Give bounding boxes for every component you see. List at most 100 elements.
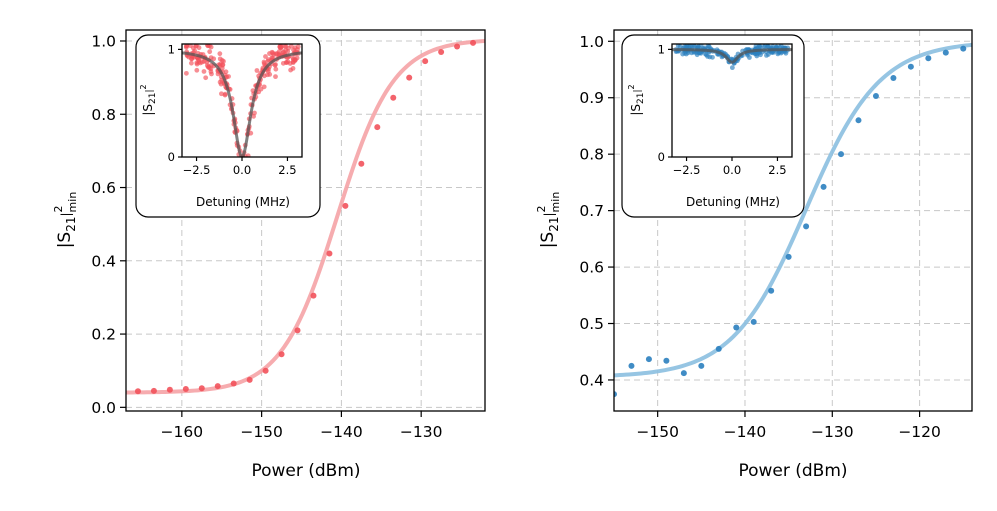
left-x-ticks: −160 −150 −140 −130 [161, 411, 442, 441]
left-inset-point [284, 60, 289, 65]
left-inset-x-ticks: −2.5 0.0 2.5 [183, 157, 297, 177]
left-x-tick-label: −150 [240, 423, 283, 441]
right-data-point [663, 357, 670, 364]
left-y-tick-label: 0.0 [91, 399, 116, 417]
right-inset-point [691, 44, 697, 49]
left-data-point [310, 292, 317, 299]
left-y-axis-title: |S21|2min [52, 192, 79, 249]
left-inset-point [194, 67, 200, 73]
left-inset-point [194, 61, 200, 67]
right-y-axis-title: |S21|2min [535, 192, 562, 249]
left-inset-y-ticks: 01 [168, 42, 182, 164]
left-inset-point [220, 62, 225, 68]
left-inset-point [208, 66, 214, 72]
right-inset-x-ticks: −2.5 0.0 2.5 [673, 157, 787, 177]
right-x-axis-title: Power (dBm) [738, 461, 847, 481]
left-panel: −160 −150 −140 −130 0.0 0.2 0.4 0.6 0.8 1.0 Powe… [52, 29, 486, 481]
right-inset-point [710, 54, 715, 60]
left-data-point [262, 367, 269, 374]
right-data-point [872, 93, 879, 100]
left-inset-point [273, 66, 279, 72]
right-inset-point [729, 65, 735, 71]
left-inset-point [188, 60, 194, 66]
right-data-point [803, 223, 810, 230]
left-inset-point [288, 44, 294, 49]
right-fit-line [614, 42, 972, 378]
right-inset-x-axis-title: Detuning (MHz) [686, 195, 780, 209]
left-data-point [470, 39, 477, 46]
left-inset-point [295, 44, 301, 50]
left-data-point [358, 160, 365, 167]
right-data-point [614, 391, 617, 398]
right-inset-point [776, 50, 781, 56]
left-inset-point [261, 84, 267, 90]
right-inset-point [753, 44, 759, 49]
left-data-point [134, 388, 141, 395]
left-inset-y-tick-label: 0 [168, 150, 175, 164]
left-data-point [198, 385, 205, 392]
right-plot-frame [613, 29, 973, 412]
left-data-point [182, 386, 189, 393]
left-inset-point [222, 92, 228, 98]
left-plot-frame [125, 29, 486, 412]
left-data-point [342, 202, 349, 209]
left-data-point [406, 74, 413, 81]
right-data-point [768, 287, 775, 294]
right-inset-point [695, 44, 701, 49]
right-points [614, 45, 967, 398]
right-inset-y-tick-label: 0 [658, 150, 665, 164]
left-inset-point [292, 57, 298, 63]
left-inset-point [223, 69, 229, 75]
left-inset-point [201, 69, 207, 74]
left-inset-point [267, 51, 272, 56]
left-inset-x-tick-label: 0.0 [233, 163, 251, 177]
left-points [134, 39, 477, 395]
right-data-point [838, 151, 845, 158]
left-inset-point [261, 61, 267, 66]
left-inset-point [183, 44, 189, 49]
left-inset-y-tick-label: 1 [168, 42, 175, 56]
right-y-tick-label: 0.8 [579, 146, 604, 164]
left-data-point [438, 48, 445, 55]
right-data-point [645, 356, 652, 363]
right-inset-y-ticks: 01 [658, 42, 672, 164]
left-inset-point [183, 70, 189, 76]
left-data-point [422, 58, 429, 65]
right-inset-background [621, 34, 805, 218]
left-inset-point [217, 51, 223, 57]
right-inset-y-tick-label: 1 [658, 42, 665, 56]
left-x-axis-title: Power (dBm) [251, 461, 360, 481]
right-data-point [820, 183, 827, 190]
left-y-tick-label: 0.8 [91, 106, 116, 124]
right-data-point [925, 55, 932, 62]
right-y-tick-label: 0.4 [579, 371, 604, 389]
left-data-point [454, 43, 461, 50]
right-data-point [750, 318, 757, 325]
left-inset-x-tick-label: 2.5 [278, 163, 296, 177]
left-inset-point [203, 75, 209, 81]
left-inset-x-tick-label: −2.5 [183, 163, 211, 177]
right-inset-x-tick-label: 0.0 [723, 163, 741, 177]
right-x-tick-label: −150 [636, 423, 679, 441]
left-inset-point [217, 79, 223, 85]
left-inset-y-axis-title: |S21|2 [139, 84, 158, 115]
right-inset-point [689, 50, 695, 56]
left-y-ticks: 0.0 0.2 0.4 0.6 0.8 1.0 [91, 32, 126, 417]
right-y-ticks: 0.4 0.5 0.6 0.7 0.8 0.9 1.0 [579, 33, 614, 389]
right-x-tick-label: −140 [724, 423, 767, 441]
left-inset-point [267, 72, 273, 77]
left-data-point [230, 380, 237, 387]
right-x-ticks: −150 −140 −130 −120 [636, 411, 941, 441]
left-inset-point [263, 54, 268, 59]
left-data-point [246, 376, 253, 383]
left-data-point [278, 351, 285, 358]
right-x-tick-label: −130 [811, 423, 854, 441]
left-inset-point [219, 91, 224, 97]
left-inset-point [273, 74, 278, 80]
left-data-point [150, 387, 157, 394]
left-inset-point [219, 58, 225, 63]
left-inset-point [276, 49, 282, 54]
left-data-point [374, 124, 381, 131]
right-inset-point [778, 44, 784, 49]
